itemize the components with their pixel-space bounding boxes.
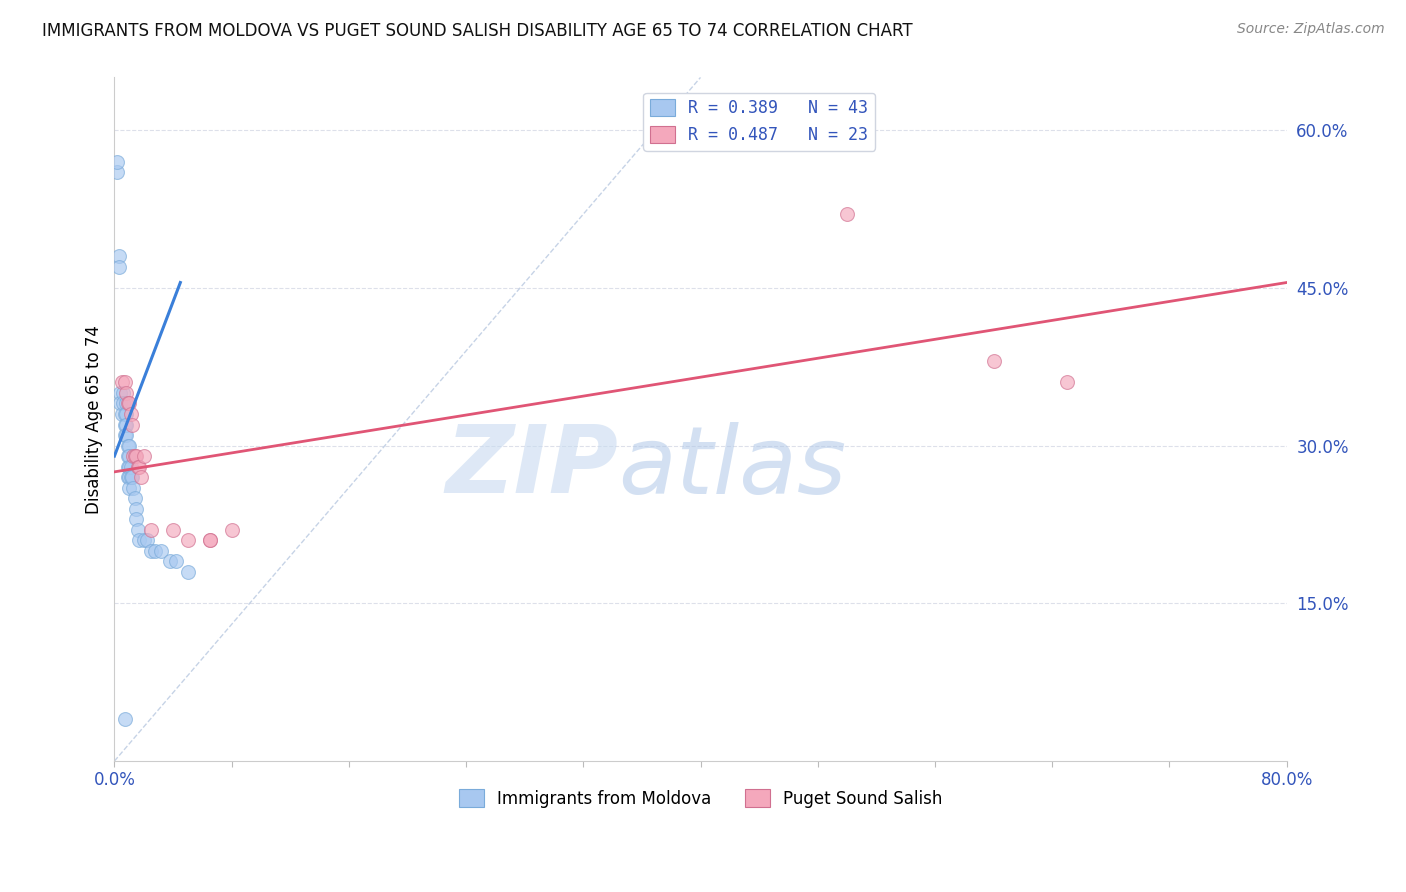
Point — [115, 417, 138, 432]
Point — [112, 386, 135, 401]
Point — [115, 428, 138, 442]
Point — [105, 154, 128, 169]
Point — [176, 533, 198, 548]
Point — [125, 449, 148, 463]
Point — [139, 543, 162, 558]
Point — [124, 491, 146, 505]
Point — [120, 459, 142, 474]
Point — [114, 712, 136, 726]
Point — [122, 481, 145, 495]
Point — [835, 207, 858, 221]
Point — [118, 449, 141, 463]
Point — [117, 438, 139, 452]
Point — [118, 459, 141, 474]
Point — [114, 407, 136, 421]
Point — [117, 396, 139, 410]
Point — [118, 470, 141, 484]
Point — [112, 396, 135, 410]
Point — [125, 512, 148, 526]
Point — [132, 533, 155, 548]
Y-axis label: Disability Age 65 to 74: Disability Age 65 to 74 — [86, 325, 103, 514]
Point — [198, 533, 221, 548]
Point — [114, 417, 136, 432]
Point — [127, 523, 149, 537]
Point — [115, 407, 138, 421]
Point — [110, 396, 132, 410]
Point — [118, 396, 141, 410]
Point — [132, 449, 155, 463]
Point — [198, 533, 221, 548]
Point — [111, 376, 134, 390]
Point — [120, 407, 142, 421]
Point — [118, 438, 141, 452]
Point — [1056, 376, 1078, 390]
Point — [111, 407, 134, 421]
Point — [107, 260, 129, 274]
Point — [128, 533, 150, 548]
Point — [139, 523, 162, 537]
Point — [121, 470, 143, 484]
Point — [129, 470, 152, 484]
Point — [117, 470, 139, 484]
Point — [115, 396, 138, 410]
Point — [120, 470, 142, 484]
Point — [107, 249, 129, 263]
Point — [105, 165, 128, 179]
Point — [122, 449, 145, 463]
Point — [128, 459, 150, 474]
Point — [118, 481, 141, 495]
Point — [117, 449, 139, 463]
Point — [162, 523, 184, 537]
Text: ZIP: ZIP — [446, 421, 619, 513]
Point — [135, 533, 157, 548]
Point — [150, 543, 173, 558]
Text: IMMIGRANTS FROM MOLDOVA VS PUGET SOUND SALISH DISABILITY AGE 65 TO 74 CORRELATIO: IMMIGRANTS FROM MOLDOVA VS PUGET SOUND S… — [42, 22, 912, 40]
Point — [121, 417, 143, 432]
Text: atlas: atlas — [619, 422, 846, 513]
Point — [145, 543, 167, 558]
Point — [124, 449, 146, 463]
Point — [127, 459, 149, 474]
Point — [983, 354, 1005, 368]
Text: Source: ZipAtlas.com: Source: ZipAtlas.com — [1237, 22, 1385, 37]
Point — [114, 376, 136, 390]
Point — [176, 565, 198, 579]
Point — [115, 386, 138, 401]
Point — [125, 501, 148, 516]
Point — [110, 386, 132, 401]
Point — [221, 523, 243, 537]
Legend: Immigrants from Moldova, Puget Sound Salish: Immigrants from Moldova, Puget Sound Sal… — [451, 783, 949, 814]
Point — [159, 554, 181, 568]
Point — [117, 459, 139, 474]
Point — [165, 554, 187, 568]
Point — [114, 428, 136, 442]
